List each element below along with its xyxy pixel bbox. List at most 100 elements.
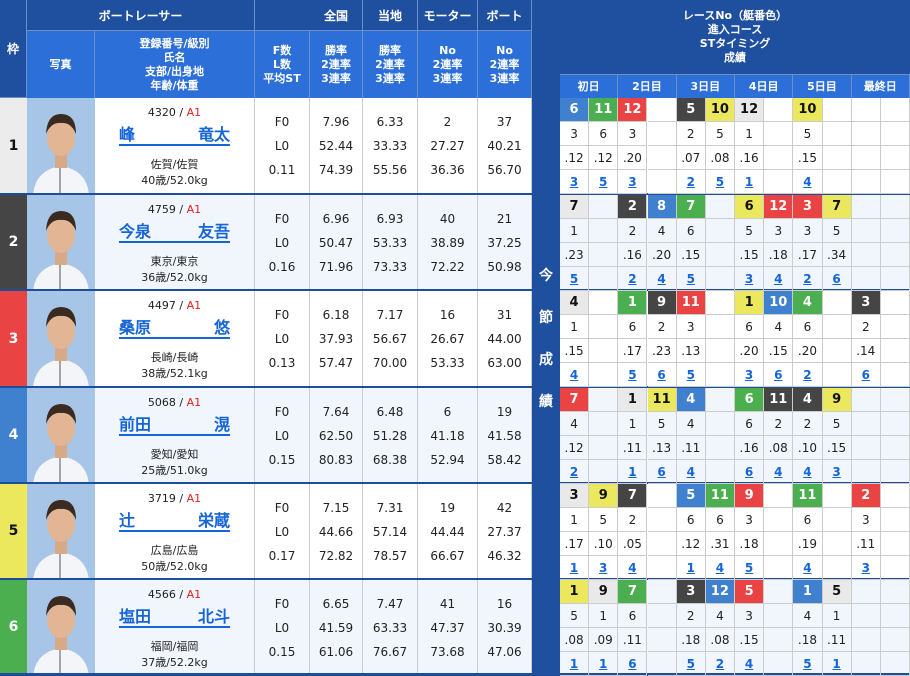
finish-result[interactable]: 1 (560, 652, 590, 676)
finish-result[interactable]: 3 (560, 170, 590, 194)
empty-cell (880, 339, 910, 363)
fl-stats: F0 L0 0.17 (255, 484, 310, 578)
motor-stats: 40 38.89 72.22 (418, 195, 478, 289)
racer-photo (27, 291, 95, 386)
national-stats: 7.96 52.44 74.39 (310, 98, 363, 193)
finish-result[interactable]: 5 (735, 556, 765, 580)
entry-course: 6 (618, 604, 648, 628)
finish-result[interactable]: 5 (618, 363, 648, 387)
finish-result[interactable]: 4 (560, 363, 590, 387)
race-number: 10 (705, 98, 735, 122)
stat-value: 0.15 (268, 645, 296, 659)
photo-header: 写真 (27, 31, 95, 98)
empty-cell (880, 412, 910, 436)
finish-result[interactable]: 4 (618, 556, 648, 580)
national-stats: 6.18 37.93 57.47 (310, 291, 363, 386)
racer-name-link[interactable]: 塩田 北斗 (119, 607, 230, 628)
registration: 4497 / A1 (147, 299, 202, 312)
empty-cell (647, 580, 677, 604)
finish-result[interactable]: 5 (793, 652, 823, 676)
finish-result[interactable]: 6 (647, 363, 677, 387)
stat-value: 56.67 (372, 332, 408, 346)
age-weight: 36歳/52.0kg (141, 271, 208, 284)
finish-result[interactable]: 2 (618, 267, 648, 291)
empty-cell (705, 460, 735, 484)
finish-result[interactable]: 6 (851, 363, 881, 387)
finish-result[interactable]: 1 (618, 460, 648, 484)
finish-result[interactable]: 6 (618, 652, 648, 676)
waku-number: 6 (0, 580, 27, 673)
finish-result[interactable]: 2 (705, 652, 735, 676)
st-timing: .18 (793, 628, 823, 652)
empty-cell (822, 556, 852, 580)
finish-result[interactable]: 5 (705, 170, 735, 194)
st-timing: .11 (618, 628, 648, 652)
national-header: 全国 (310, 0, 363, 31)
empty-cell (822, 339, 852, 363)
st-timing: .05 (618, 532, 648, 556)
entry-course: 2 (647, 315, 677, 339)
finish-result[interactable]: 3 (589, 556, 619, 580)
finish-result[interactable]: 1 (560, 556, 590, 580)
empty-cell (851, 195, 881, 219)
finish-result[interactable]: 4 (764, 460, 794, 484)
finish-result[interactable]: 4 (764, 267, 794, 291)
stat-value: 0.17 (268, 549, 296, 563)
stat-value: 47.37 (430, 621, 465, 635)
finish-result[interactable]: 3 (851, 556, 881, 580)
first-name: 悠 (213, 318, 230, 337)
finish-result[interactable]: 6 (647, 460, 677, 484)
entry-course: 4 (647, 219, 677, 243)
finish-result[interactable]: 5 (589, 170, 619, 194)
racer-name-link[interactable]: 前田 滉 (119, 415, 230, 436)
st-timing: .16 (618, 243, 648, 267)
boat-stats: 31 44.00 63.00 (478, 291, 532, 386)
finish-result[interactable]: 6 (735, 460, 765, 484)
empty-cell (589, 195, 619, 219)
finish-result[interactable]: 4 (793, 556, 823, 580)
finish-result[interactable]: 4 (705, 556, 735, 580)
stat-value: 73.33 (372, 260, 408, 274)
finish-result[interactable]: 5 (560, 267, 590, 291)
race-number: 7 (560, 388, 590, 412)
empty-cell (647, 628, 677, 652)
finish-result[interactable]: 2 (676, 170, 706, 194)
finish-result[interactable]: 6 (822, 267, 852, 291)
finish-result[interactable]: 1 (676, 556, 706, 580)
finish-result[interactable]: 6 (764, 363, 794, 387)
finish-result[interactable]: 1 (589, 652, 619, 676)
finish-result[interactable]: 2 (560, 460, 590, 484)
finish-result[interactable]: 1 (822, 652, 852, 676)
finish-result[interactable]: 4 (647, 267, 677, 291)
finish-result[interactable]: 3 (822, 460, 852, 484)
racer-name-link[interactable]: 峰 竜太 (119, 125, 230, 146)
finish-result[interactable]: 1 (735, 170, 765, 194)
finish-result[interactable]: 4 (793, 170, 823, 194)
finish-result[interactable]: 4 (793, 460, 823, 484)
racer-name-link[interactable]: 桑原 悠 (119, 318, 230, 339)
racer-name-link[interactable]: 辻 栄蔵 (119, 511, 230, 532)
empty-cell (647, 98, 677, 122)
finish-result[interactable]: 3 (735, 363, 765, 387)
empty-cell (647, 556, 677, 580)
finish-result[interactable]: 3 (618, 170, 648, 194)
race-number: 6 (560, 98, 590, 122)
entry-course: 6 (705, 508, 735, 532)
entry-course: 6 (735, 412, 765, 436)
finish-result[interactable]: 5 (676, 363, 706, 387)
stat-value: 53.33 (430, 356, 465, 370)
finish-result[interactable]: 5 (676, 267, 706, 291)
stat-value: 6.65 (322, 597, 350, 611)
finish-result[interactable]: 2 (793, 267, 823, 291)
finish-result[interactable]: 5 (676, 652, 706, 676)
boat-stats: 19 41.58 58.42 (478, 388, 532, 482)
finish-result[interactable]: 4 (676, 460, 706, 484)
stat-value: 27.37 (487, 525, 522, 539)
finish-result[interactable]: 4 (735, 652, 765, 676)
finish-result[interactable]: 2 (793, 363, 823, 387)
st-timing: .09 (589, 628, 619, 652)
finish-result[interactable]: 3 (735, 267, 765, 291)
entry-course: 6 (793, 315, 823, 339)
empty-cell (880, 580, 910, 604)
racer-name-link[interactable]: 今泉 友吾 (119, 222, 230, 243)
